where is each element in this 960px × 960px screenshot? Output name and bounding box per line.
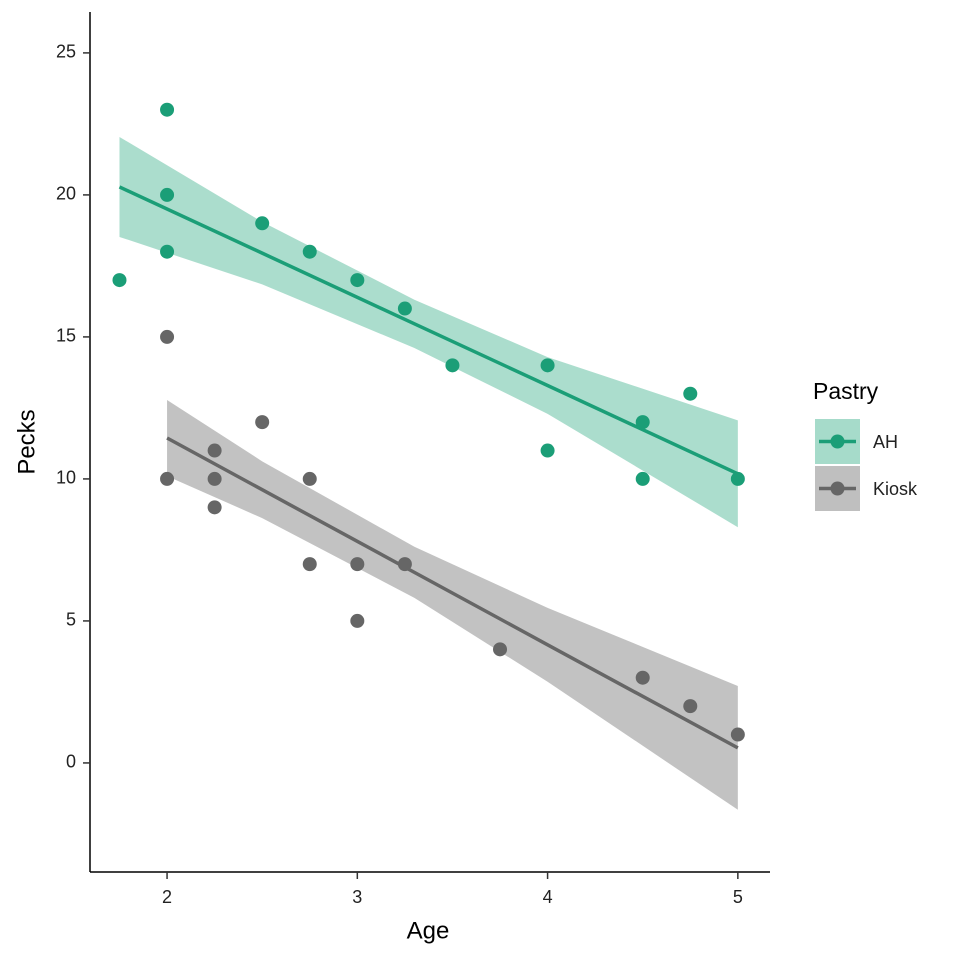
data-point (683, 386, 698, 401)
y-tick-label: 15 (56, 326, 76, 346)
data-point (302, 244, 317, 259)
data-point (730, 471, 745, 486)
legend-dot (830, 434, 845, 449)
data-point (160, 102, 175, 117)
legend-label: Kiosk (873, 479, 918, 499)
data-point (635, 415, 650, 430)
data-point (683, 699, 698, 714)
data-point (255, 415, 270, 430)
y-tick-label: 20 (56, 184, 76, 204)
data-point (207, 443, 222, 458)
data-point (160, 329, 175, 344)
legend-label: AH (873, 432, 898, 452)
data-point (160, 187, 175, 202)
x-axis-title: Age (407, 917, 450, 944)
y-axis-title: Pecks (13, 409, 40, 474)
data-point (207, 471, 222, 486)
data-point (207, 500, 222, 515)
data-point (540, 358, 555, 373)
fit-line (118, 185, 739, 476)
x-tick-label: 2 (162, 887, 172, 907)
legend-dot (830, 481, 845, 496)
legend-title: Pastry (813, 378, 879, 404)
data-point (255, 216, 270, 231)
data-point (397, 557, 412, 572)
data-point (350, 557, 365, 572)
data-point (302, 557, 317, 572)
y-tick-label: 25 (56, 42, 76, 62)
x-tick-label: 3 (352, 887, 362, 907)
data-point (540, 443, 555, 458)
confidence-band (167, 399, 738, 810)
fit-line (166, 436, 739, 750)
data-point (397, 301, 412, 316)
y-tick-label: 0 (66, 752, 76, 772)
data-point (445, 358, 460, 373)
data-point (730, 727, 745, 742)
x-tick-label: 4 (543, 887, 553, 907)
data-point (160, 471, 175, 486)
data-point (112, 273, 127, 288)
data-point (493, 642, 508, 657)
y-tick-label: 10 (56, 468, 76, 488)
data-point (350, 273, 365, 288)
y-tick-label: 5 (66, 610, 76, 630)
data-point (350, 613, 365, 628)
data-point (160, 244, 175, 259)
data-point (635, 471, 650, 486)
x-tick-label: 5 (733, 887, 743, 907)
data-point (302, 471, 317, 486)
data-point (635, 670, 650, 685)
